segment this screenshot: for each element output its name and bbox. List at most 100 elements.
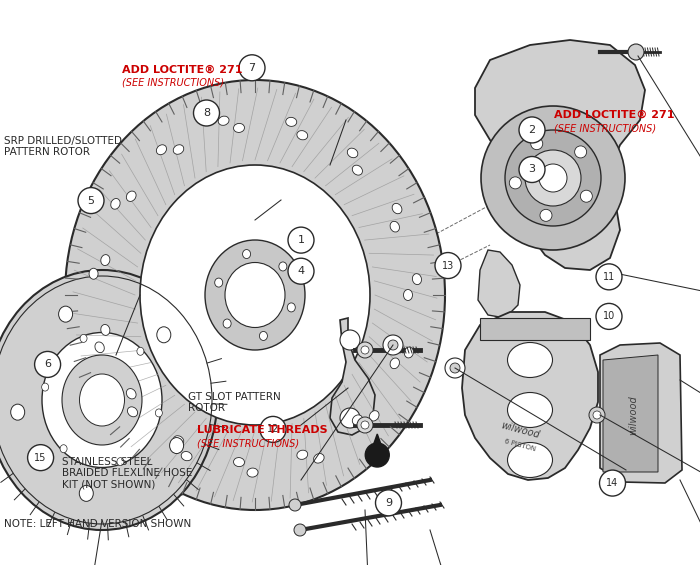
Ellipse shape [181, 451, 192, 460]
Circle shape [239, 55, 265, 81]
Polygon shape [603, 355, 658, 472]
Ellipse shape [89, 268, 98, 279]
Circle shape [445, 358, 465, 378]
Ellipse shape [352, 165, 363, 175]
Polygon shape [600, 343, 682, 483]
Ellipse shape [234, 458, 244, 467]
Ellipse shape [127, 191, 136, 202]
Ellipse shape [173, 436, 184, 445]
Text: (SEE INSTRUCTIONS): (SEE INSTRUCTIONS) [122, 78, 225, 88]
Circle shape [539, 164, 567, 192]
Text: 1: 1 [298, 235, 304, 245]
Circle shape [34, 351, 61, 377]
Text: (SEE INSTRUCTIONS): (SEE INSTRUCTIONS) [554, 123, 657, 133]
Ellipse shape [169, 437, 183, 454]
Circle shape [340, 330, 360, 350]
Ellipse shape [286, 118, 297, 127]
Ellipse shape [508, 393, 552, 428]
Text: 6 PISTON: 6 PISTON [504, 438, 536, 452]
Circle shape [193, 100, 220, 126]
Circle shape [525, 150, 581, 206]
Ellipse shape [157, 327, 171, 343]
Text: 14: 14 [606, 478, 619, 488]
Text: 11: 11 [603, 272, 615, 282]
Ellipse shape [127, 407, 138, 417]
Circle shape [27, 445, 54, 471]
Circle shape [505, 130, 601, 226]
Ellipse shape [347, 148, 358, 158]
Circle shape [288, 258, 314, 284]
Ellipse shape [297, 131, 308, 140]
Ellipse shape [140, 165, 370, 425]
Circle shape [519, 157, 545, 182]
Text: PATTERN ROTOR: PATTERN ROTOR [4, 147, 90, 157]
Circle shape [383, 335, 403, 355]
Circle shape [593, 411, 601, 419]
Text: STAINLESS STEEL: STAINLESS STEEL [62, 457, 152, 467]
Ellipse shape [10, 404, 25, 420]
Circle shape [357, 342, 373, 358]
Ellipse shape [101, 255, 110, 266]
Text: 5: 5 [88, 195, 94, 206]
Circle shape [361, 421, 369, 429]
Text: wilwood: wilwood [628, 395, 638, 435]
Circle shape [260, 416, 286, 442]
Ellipse shape [59, 306, 73, 322]
Text: 10: 10 [603, 311, 615, 321]
Circle shape [357, 417, 373, 433]
Ellipse shape [173, 145, 184, 154]
Polygon shape [475, 40, 645, 270]
Ellipse shape [79, 485, 93, 501]
Ellipse shape [218, 116, 229, 125]
Ellipse shape [508, 442, 552, 477]
Ellipse shape [234, 123, 244, 132]
Circle shape [365, 443, 389, 467]
Ellipse shape [80, 334, 87, 342]
Text: (SEE INSTRUCTIONS): (SEE INSTRUCTIONS) [197, 438, 300, 449]
Circle shape [289, 499, 301, 511]
Ellipse shape [42, 383, 49, 391]
Ellipse shape [297, 450, 308, 459]
Ellipse shape [205, 240, 305, 350]
Ellipse shape [508, 342, 552, 377]
Text: BRAIDED FLEXLINE HOSE: BRAIDED FLEXLINE HOSE [62, 468, 192, 478]
Ellipse shape [403, 289, 412, 301]
Polygon shape [330, 318, 375, 435]
Circle shape [596, 303, 622, 329]
Text: wilwood: wilwood [500, 420, 540, 440]
Circle shape [540, 210, 552, 221]
Ellipse shape [243, 250, 251, 259]
Text: 9: 9 [385, 498, 392, 508]
Ellipse shape [215, 278, 223, 287]
Circle shape [519, 117, 545, 143]
Circle shape [361, 346, 369, 354]
Ellipse shape [62, 355, 142, 445]
Ellipse shape [370, 411, 379, 421]
Polygon shape [372, 434, 382, 448]
Ellipse shape [392, 203, 402, 214]
Text: 4: 4 [298, 266, 304, 276]
Text: 2: 2 [528, 125, 536, 135]
Circle shape [388, 340, 398, 350]
Circle shape [288, 227, 314, 253]
Text: 15: 15 [34, 453, 47, 463]
Circle shape [510, 177, 522, 189]
Text: NOTE: LEFT HAND VERSION SHOWN: NOTE: LEFT HAND VERSION SHOWN [4, 519, 190, 529]
Ellipse shape [60, 445, 67, 453]
Ellipse shape [0, 270, 217, 530]
Text: 6: 6 [44, 359, 51, 370]
Ellipse shape [223, 319, 231, 328]
Text: LUBRICATE THREADS: LUBRICATE THREADS [197, 425, 328, 436]
Text: 13: 13 [442, 260, 454, 271]
Ellipse shape [412, 273, 421, 285]
Ellipse shape [352, 415, 363, 425]
Ellipse shape [390, 358, 400, 369]
Text: 7: 7 [248, 63, 256, 73]
Ellipse shape [80, 374, 125, 426]
Ellipse shape [101, 324, 110, 336]
Text: GT SLOT PATTERN: GT SLOT PATTERN [188, 392, 280, 402]
Text: KIT (NOT SHOWN): KIT (NOT SHOWN) [62, 479, 155, 489]
Circle shape [589, 407, 605, 423]
Ellipse shape [111, 198, 120, 209]
Circle shape [481, 106, 625, 250]
